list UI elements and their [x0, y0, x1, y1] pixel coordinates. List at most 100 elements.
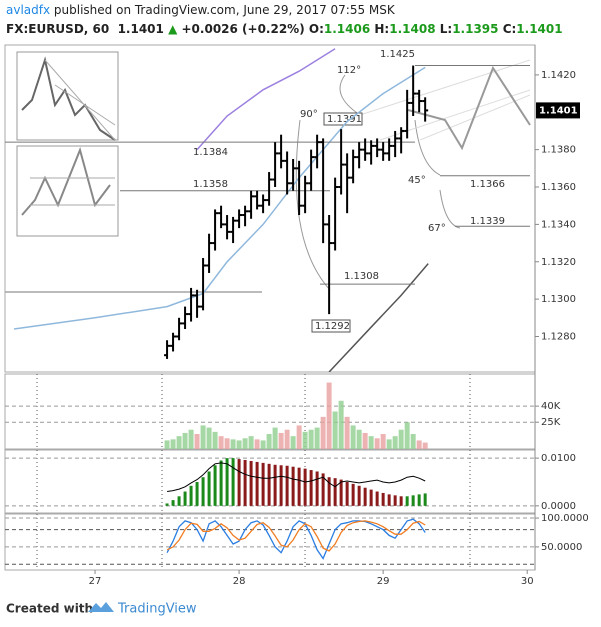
- moving-average: [328, 263, 429, 372]
- volume-bar: [290, 436, 296, 449]
- annotation: 67°: [428, 223, 446, 234]
- moving-average: [196, 48, 336, 151]
- volume-bar: [380, 434, 386, 449]
- stoch-d: [166, 520, 426, 552]
- volume-bar: [236, 440, 242, 449]
- volume-bar: [200, 425, 206, 449]
- histogram-bar: [363, 487, 367, 506]
- y-tick-label: 1.1320: [541, 257, 576, 268]
- histogram-bar: [351, 483, 355, 506]
- histogram-bar: [201, 477, 205, 506]
- level-label: 1.1358: [193, 179, 228, 190]
- annotation: 1.1292: [315, 321, 350, 332]
- volume-bar: [278, 432, 284, 449]
- moving-average: [13, 66, 426, 330]
- author: avladfx: [6, 3, 51, 17]
- histogram-bar: [345, 481, 349, 506]
- histogram-bar: [249, 460, 253, 506]
- ohlc-value: 1.1395: [452, 22, 499, 36]
- histogram-bar: [225, 458, 229, 506]
- ohlc-label: L:: [439, 22, 453, 36]
- published: published on TradingView.com, June 29, 2…: [53, 3, 395, 17]
- histogram-bar: [279, 465, 283, 506]
- volume-bar: [320, 416, 326, 449]
- volume-bar: [248, 436, 254, 449]
- histogram-bar: [183, 491, 187, 506]
- logo: [88, 602, 114, 612]
- volume-bar: [224, 438, 230, 449]
- volume-bar: [254, 439, 260, 449]
- level-label: 1.1425: [380, 49, 415, 60]
- y-tick-label: 1.1360: [541, 182, 576, 193]
- volume-bar: [326, 382, 332, 449]
- volume-bar: [416, 440, 422, 449]
- volume-bar: [266, 434, 272, 449]
- histogram-bar: [237, 459, 241, 506]
- drawings: [5, 51, 531, 293]
- volume-bar: [164, 440, 170, 449]
- histogram-bar: [273, 464, 277, 506]
- volume-bar: [386, 439, 392, 449]
- annotation: 90°: [300, 109, 318, 120]
- ohlc-value: 1.1406: [323, 22, 371, 36]
- histogram-bar: [333, 478, 337, 506]
- y-tick-label: 1.1340: [541, 219, 576, 230]
- volume-bar: [284, 429, 290, 449]
- histogram-bar: [399, 496, 403, 506]
- volume-bar: [422, 442, 428, 449]
- ohlc-label: C:: [502, 22, 517, 36]
- volume-bar: [374, 438, 380, 449]
- y-tick-label: 0.0100: [541, 453, 576, 464]
- x-tick-label: 29: [377, 576, 390, 587]
- change: +0.0026 (+0.22%): [181, 22, 305, 36]
- y-tick-label: 0.0000: [541, 501, 576, 512]
- histogram-bar: [177, 496, 181, 506]
- volume-bar: [242, 438, 248, 449]
- volume-bar: [188, 429, 194, 449]
- pane: [5, 48, 530, 372]
- histogram-bar: [219, 460, 223, 506]
- histogram-bar: [231, 458, 235, 506]
- up-arrow: ▲: [168, 22, 178, 36]
- volume-bar: [176, 436, 182, 449]
- histogram-bar: [303, 468, 307, 506]
- volume-bar: [308, 429, 314, 449]
- histogram-bar: [171, 500, 175, 506]
- x-tick-label: 27: [89, 576, 102, 587]
- histogram-bar: [375, 491, 379, 506]
- histogram-bar: [291, 466, 295, 506]
- volume-bar: [194, 434, 200, 449]
- level-label: 1.1384: [193, 147, 228, 158]
- y-tick-label: 40K: [541, 401, 561, 412]
- volume-bar: [218, 436, 224, 449]
- histogram-bar: [261, 462, 265, 506]
- volume-bar: [398, 429, 404, 449]
- histogram-bar: [243, 460, 247, 506]
- volume-bar: [296, 425, 302, 449]
- histogram-bar: [411, 495, 415, 506]
- pane: [5, 518, 535, 565]
- histogram-bar: [213, 465, 217, 506]
- angle-labels: 112° 90° 45° 67° 1.1391 1.1292: [300, 65, 446, 333]
- header-line1: avladfx published on TradingView.com, Ju…: [6, 3, 395, 17]
- volume-bar: [302, 431, 308, 449]
- y-tick-label: 1.1300: [541, 294, 576, 305]
- histogram-bar: [189, 485, 193, 506]
- histogram-bar: [255, 461, 259, 506]
- histogram-bar: [165, 503, 169, 506]
- pane-frame: [4, 513, 536, 571]
- ohlc-label: O:: [308, 22, 324, 36]
- annotation: 112°: [337, 65, 361, 76]
- histogram-bar: [267, 463, 271, 506]
- x-tick-label: 30: [521, 576, 534, 587]
- y-tick-label: 100.0000: [541, 513, 589, 524]
- y-tick-label: 50.0000: [541, 542, 582, 553]
- histogram-bar: [207, 471, 211, 506]
- histogram-bar: [423, 493, 427, 506]
- volume-bar: [404, 422, 410, 449]
- macd-line: [167, 462, 426, 492]
- volume-bar: [368, 436, 374, 449]
- ohlc-value: 1.1401: [516, 22, 563, 36]
- volume-bar: [410, 434, 416, 449]
